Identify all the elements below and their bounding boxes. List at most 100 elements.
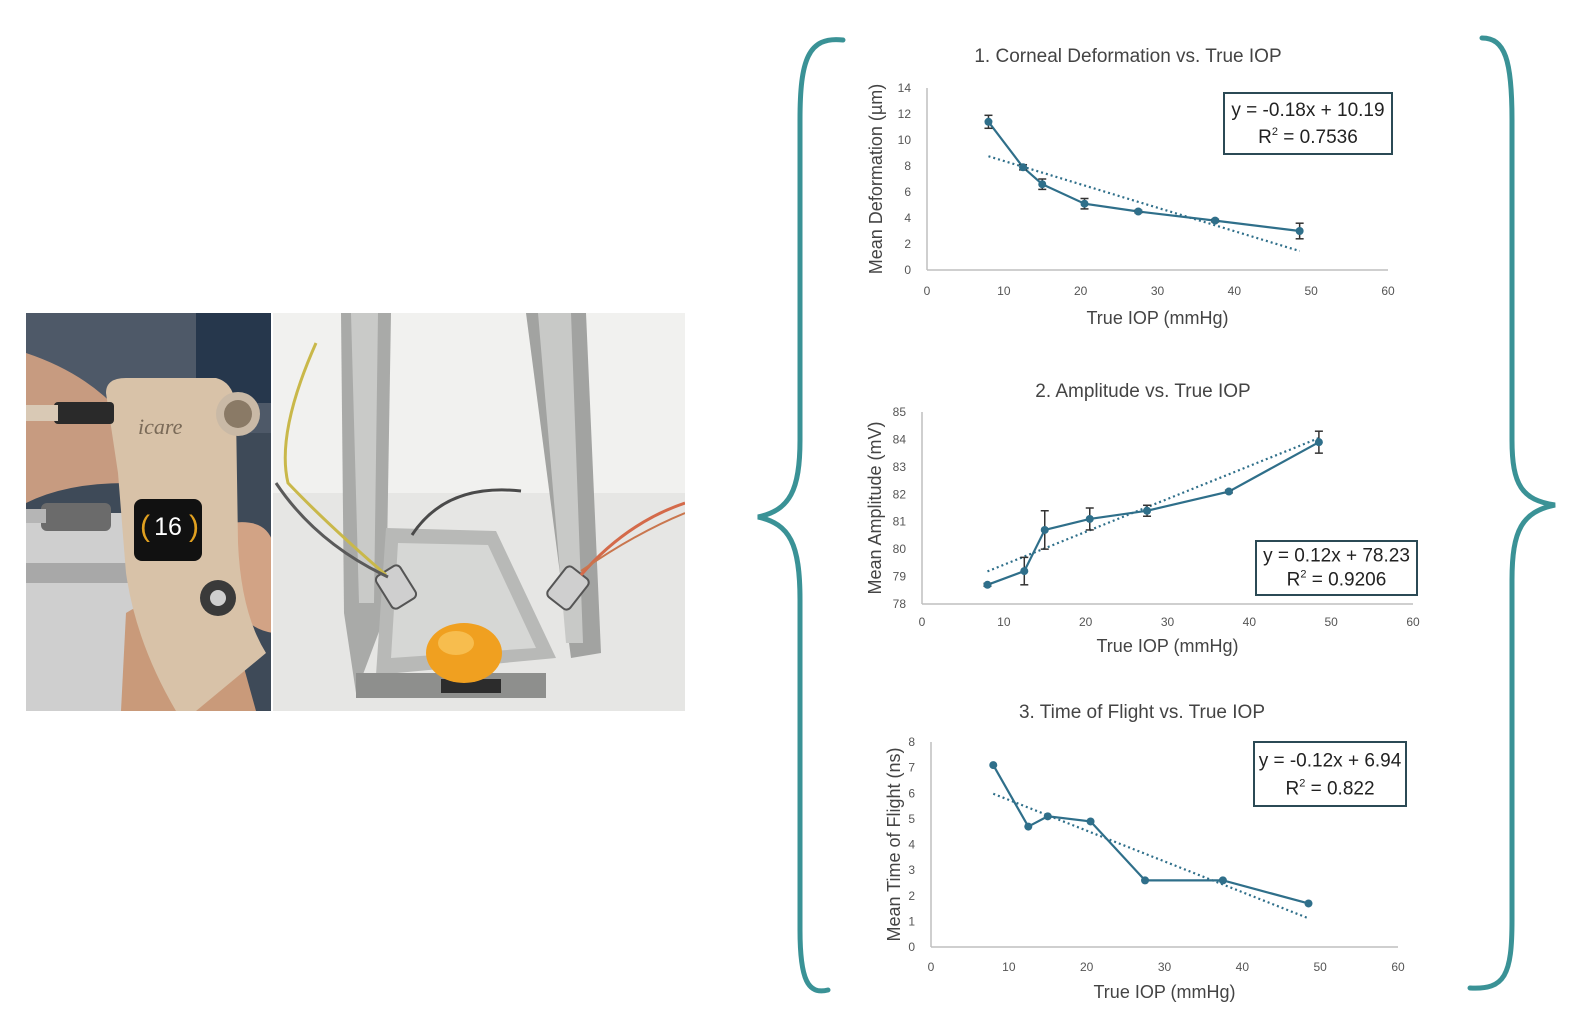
experiment-photo: icare ( ) 16 <box>26 313 686 711</box>
x-tick-label: 50 <box>1313 960 1327 974</box>
r-squared-label: R2 = 0.7536 <box>1258 126 1358 148</box>
equation-box <box>1255 540 1418 596</box>
y-tick-label: 83 <box>893 460 907 474</box>
r-squared-symbol: R <box>1287 569 1301 590</box>
y-tick-label: 78 <box>893 597 907 611</box>
data-point <box>1304 899 1313 908</box>
data-point <box>1295 227 1304 235</box>
y-tick-label: 85 <box>893 405 907 419</box>
x-tick-label: 60 <box>1391 960 1405 974</box>
x-tick-label: 30 <box>1151 284 1165 298</box>
data-point <box>1143 506 1152 515</box>
trend-equation: y = -0.18x + 10.19 <box>1231 100 1384 121</box>
y-tick-label: 3 <box>908 863 915 877</box>
x-tick-label: 50 <box>1304 284 1318 298</box>
y-tick-label: 80 <box>893 542 907 556</box>
data-point <box>983 580 992 589</box>
data-point <box>1218 876 1227 885</box>
r-squared-value: = 0.9206 <box>1307 569 1387 590</box>
r-squared-value: = 0.7536 <box>1278 127 1358 148</box>
trend-equation: y = 0.12x + 78.23 <box>1263 546 1410 567</box>
device-reading: 16 <box>154 513 182 541</box>
x-tick-label: 20 <box>1080 960 1094 974</box>
x-tick-label: 40 <box>1228 284 1242 298</box>
data-point <box>1043 812 1052 821</box>
x-axis-label: True IOP (mmHg) <box>1093 982 1235 1002</box>
x-tick-label: 10 <box>997 615 1011 629</box>
r-squared-value: = 0.822 <box>1305 778 1374 799</box>
x-tick-label: 40 <box>1236 960 1250 974</box>
data-point <box>1024 822 1033 831</box>
x-tick-label: 20 <box>1074 284 1088 298</box>
y-tick-label: 81 <box>893 515 907 529</box>
trendline <box>988 155 1300 253</box>
data-point <box>984 117 993 126</box>
y-tick-label: 4 <box>904 211 911 225</box>
y-tick-label: 79 <box>893 570 907 584</box>
trendline <box>992 792 1309 920</box>
data-point <box>1019 163 1028 172</box>
x-axis-label: True IOP (mmHg) <box>1096 636 1238 656</box>
svg-text:(: ( <box>140 510 150 543</box>
data-point <box>1134 207 1143 216</box>
y-tick-label: 2 <box>908 889 915 903</box>
experiment-photo-illustration: icare ( ) 16 <box>26 313 686 711</box>
r-squared-label: R2 = 0.822 <box>1285 777 1374 799</box>
y-tick-label: 4 <box>908 838 915 852</box>
svg-text:): ) <box>189 510 199 543</box>
data-point <box>1086 817 1095 826</box>
y-axis-label: Mean Deformation (µm) <box>866 84 886 274</box>
chart-title: 2. Amplitude vs. True IOP <box>1035 381 1250 402</box>
y-tick-label: 12 <box>898 107 912 121</box>
data-point <box>1020 567 1029 576</box>
x-tick-label: 40 <box>1243 615 1257 629</box>
data-point <box>1040 525 1049 534</box>
y-tick-label: 82 <box>893 487 907 501</box>
data-point <box>1224 487 1233 496</box>
x-tick-label: 50 <box>1324 615 1338 629</box>
data-point <box>1085 514 1094 523</box>
equation-box <box>1223 92 1393 155</box>
y-axis-label: Mean Amplitude (mV) <box>865 421 885 594</box>
x-tick-label: 30 <box>1158 960 1172 974</box>
data-point <box>1211 216 1220 225</box>
y-tick-label: 5 <box>908 812 915 826</box>
x-tick-label: 10 <box>1002 960 1016 974</box>
r-squared-symbol: R <box>1285 778 1299 799</box>
y-tick-label: 84 <box>893 432 907 446</box>
chart-title: 1. Corneal Deformation vs. True IOP <box>974 46 1281 67</box>
y-tick-label: 14 <box>898 81 912 95</box>
equation-box <box>1253 741 1407 807</box>
y-tick-label: 7 <box>908 761 915 775</box>
y-tick-label: 10 <box>898 133 912 147</box>
r-squared-symbol: R <box>1258 127 1272 148</box>
chart-title: 3. Time of Flight vs. True IOP <box>1019 702 1265 723</box>
data-point <box>1141 876 1150 885</box>
x-tick-label: 60 <box>1406 615 1420 629</box>
x-tick-label: 20 <box>1079 615 1093 629</box>
x-tick-label: 10 <box>997 284 1011 298</box>
r-squared-exponent: 2 <box>1272 126 1278 138</box>
y-tick-label: 2 <box>904 237 911 251</box>
x-tick-label: 30 <box>1161 615 1175 629</box>
y-tick-label: 0 <box>908 940 915 954</box>
device-brand-label: icare <box>138 414 183 439</box>
x-tick-label: 0 <box>928 960 935 974</box>
r-squared-label: R2 = 0.9206 <box>1287 568 1387 590</box>
y-tick-label: 6 <box>904 185 911 199</box>
data-point <box>1314 438 1323 447</box>
x-tick-label: 60 <box>1381 284 1395 298</box>
x-tick-label: 0 <box>924 284 931 298</box>
x-tick-label: 0 <box>919 615 926 629</box>
y-tick-label: 6 <box>908 786 915 800</box>
data-point <box>1080 199 1089 208</box>
r-squared-exponent: 2 <box>1300 568 1306 580</box>
y-tick-label: 8 <box>908 735 915 749</box>
y-axis-label: Mean Time of Flight (ns) <box>884 747 904 941</box>
y-tick-label: 0 <box>904 263 911 277</box>
x-axis-label: True IOP (mmHg) <box>1086 308 1228 328</box>
data-point <box>1038 180 1047 189</box>
